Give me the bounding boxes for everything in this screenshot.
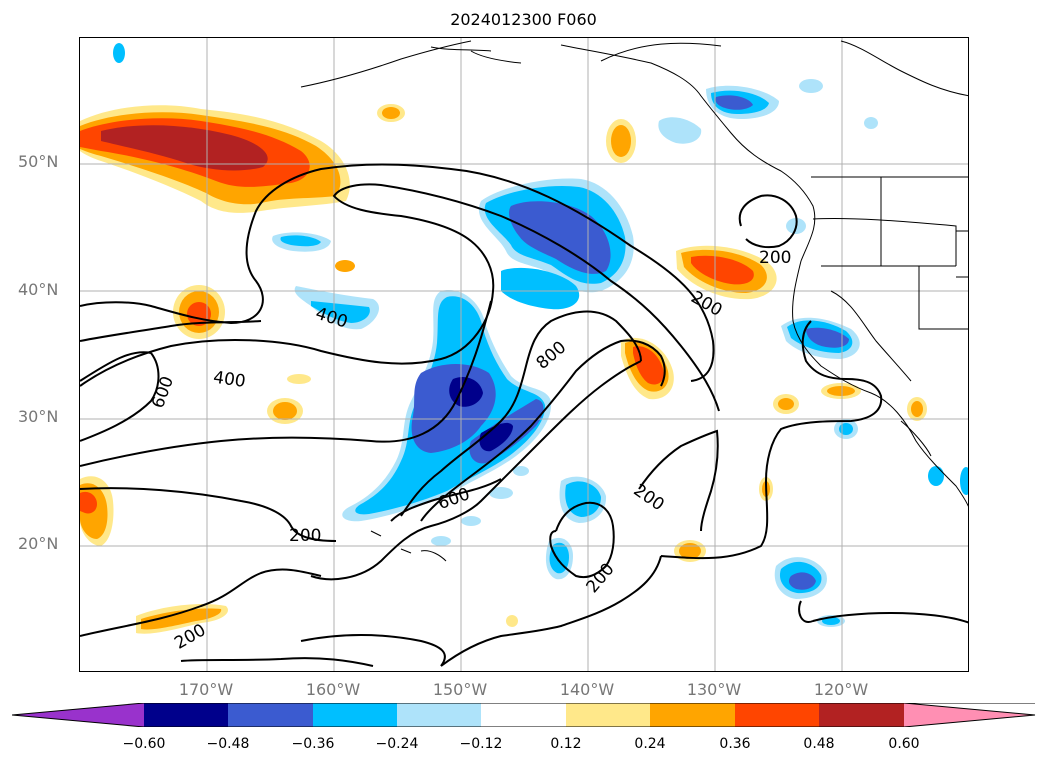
colorbar-tick-10: 0.60 — [888, 736, 920, 752]
colorbar-segment-6 — [566, 703, 650, 727]
lon-label-130w: 130°W — [686, 680, 742, 699]
colorbar-segment-9 — [819, 703, 904, 727]
lon-label-170w: 170°W — [178, 680, 234, 699]
colorbar-segment-7 — [650, 703, 735, 727]
contour-label-200-c: 200 — [630, 480, 668, 515]
contour-label-800: 800 — [533, 337, 571, 373]
colorbar — [11, 702, 1036, 731]
colorbar-tick-3: −0.36 — [291, 736, 335, 752]
lat-label-50n: 50°N — [18, 152, 59, 171]
contour-label-400-b: 400 — [212, 368, 247, 392]
colorbar-segment-1 — [144, 703, 228, 727]
colorbar-tick-4: −0.24 — [375, 736, 419, 752]
colorbar-tick-9: 0.48 — [803, 736, 835, 752]
contour-label-200-e: 200 — [289, 526, 321, 546]
lon-label-160w: 160°W — [305, 680, 361, 699]
colorbar-extend-min — [12, 703, 144, 727]
colorbar-segment-2 — [228, 703, 313, 727]
coastlines — [300, 40, 968, 562]
lat-label-40n: 40°N — [18, 280, 59, 299]
map-panel: 200 200 200 200 200 200 400 400 600 600 … — [79, 37, 969, 672]
colorbar-segment-3 — [313, 703, 397, 727]
colorbar-tick-7: 0.24 — [634, 736, 666, 752]
lat-label-30n: 30°N — [18, 407, 59, 426]
contour-label-600-a: 600 — [148, 374, 178, 411]
colorbar-segment-4 — [397, 703, 481, 727]
height-contours — [80, 163, 968, 667]
colorbar-tick-5: −0.12 — [459, 736, 503, 752]
colorbar-segment-5 — [481, 703, 566, 727]
map-title: 2024012300 F060 — [450, 10, 597, 29]
colorbar-graphic — [11, 702, 1036, 728]
lon-label-120w: 120°W — [813, 680, 869, 699]
lat-label-20n: 20°N — [18, 534, 59, 553]
lon-label-150w: 150°W — [432, 680, 488, 699]
contour-label-200-a: 200 — [759, 248, 791, 268]
colorbar-tick-8: 0.36 — [719, 736, 751, 752]
colorbar-tick-2: −0.48 — [206, 736, 250, 752]
graticule — [80, 38, 968, 671]
lon-label-140w: 140°W — [559, 680, 615, 699]
colorbar-tick-6: 0.12 — [550, 736, 582, 752]
map-canvas: 200 200 200 200 200 200 400 400 600 600 … — [80, 38, 968, 671]
colorbar-extend-max — [904, 703, 1035, 727]
shaded-anomaly-fields — [80, 43, 968, 634]
colorbar-segment-8 — [735, 703, 819, 727]
colorbar-tick-1: −0.60 — [122, 736, 166, 752]
